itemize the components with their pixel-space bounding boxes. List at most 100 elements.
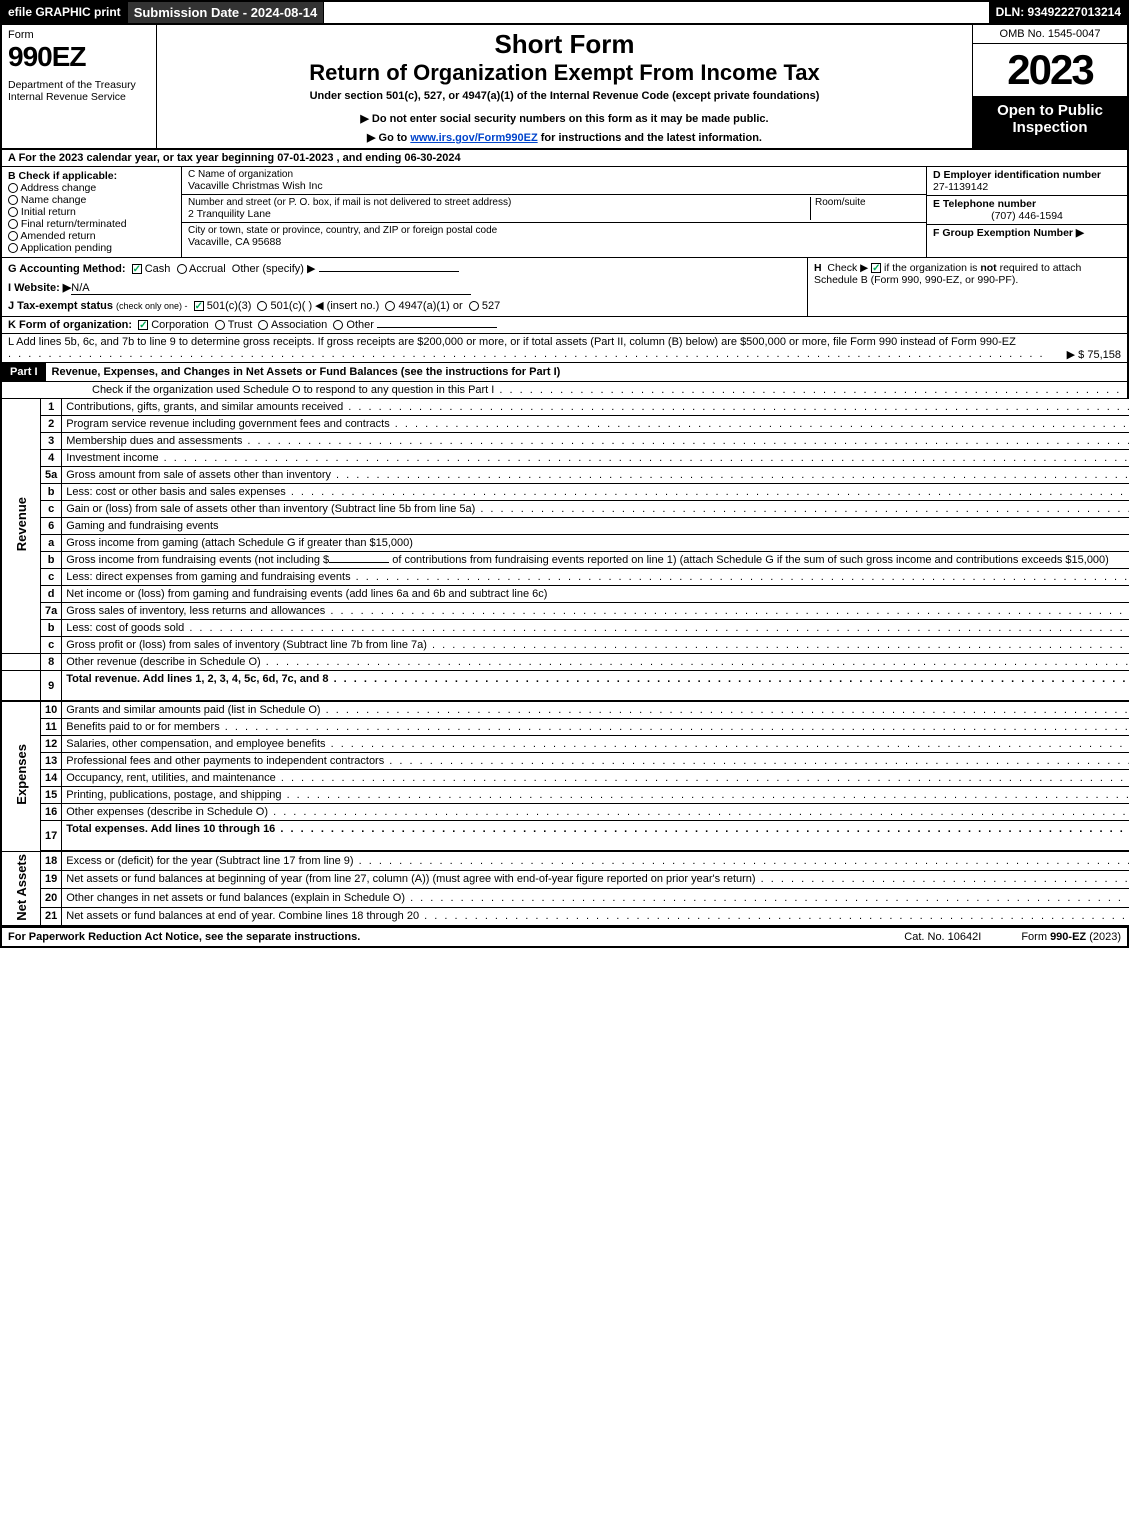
line-k: K Form of organization: Corporation Trus… xyxy=(0,317,1129,334)
chk-trust[interactable] xyxy=(215,320,225,330)
desc-6: Gaming and fundraising events xyxy=(62,518,1129,535)
short-form-title: Short Form xyxy=(163,29,966,60)
header-middle: Short Form Return of Organization Exempt… xyxy=(157,25,972,148)
desc-1: Contributions, gifts, grants, and simila… xyxy=(66,401,1129,413)
opt-corp: Corporation xyxy=(151,319,208,331)
chk-accrual[interactable] xyxy=(177,264,187,274)
chk-501c3[interactable] xyxy=(194,301,204,311)
city-value: Vacaville, CA 95688 xyxy=(188,236,920,248)
dept-label: Department of the Treasury Internal Reve… xyxy=(8,79,150,103)
opt-501c: 501(c)( ) ◀ (insert no.) xyxy=(271,300,380,312)
efile-label[interactable]: efile GRAPHIC print xyxy=(2,2,128,23)
form-header: Form 990EZ Department of the Treasury In… xyxy=(0,25,1129,150)
desc-7b: Less: cost of goods sold xyxy=(66,622,1129,634)
chk-4947[interactable] xyxy=(385,301,395,311)
opt-address: Address change xyxy=(20,182,96,194)
tax-exempt-label: J Tax-exempt status xyxy=(8,300,113,312)
desc-6a: Gross income from gaming (attach Schedul… xyxy=(62,535,1129,552)
phone-value: (707) 446-1594 xyxy=(933,210,1121,222)
desc-11: Benefits paid to or for members xyxy=(66,721,1129,733)
chk-schedule-b[interactable] xyxy=(871,263,881,273)
desc-12: Salaries, other compensation, and employ… xyxy=(66,738,1129,750)
line-l: L Add lines 5b, 6c, and 7b to line 9 to … xyxy=(0,334,1129,363)
part-1-subrow: Check if the organization used Schedule … xyxy=(0,382,1129,399)
chk-name-change[interactable]: Name change xyxy=(8,194,175,206)
revenue-side-label: Revenue xyxy=(1,399,41,654)
opt-initial: Initial return xyxy=(21,206,76,218)
website-label: I Website: ▶ xyxy=(8,282,71,294)
section-c: C Name of organization Vacaville Christm… xyxy=(182,167,927,257)
desc-14: Occupancy, rent, utilities, and maintena… xyxy=(66,772,1129,784)
desc-7c: Gross profit or (loss) from sales of inv… xyxy=(66,639,1129,651)
opt-other-specify: Other (specify) ▶ xyxy=(232,263,316,275)
accounting-method-label: G Accounting Method: xyxy=(8,263,126,275)
org-name: Vacaville Christmas Wish Inc xyxy=(188,180,920,192)
desc-16: Other expenses (describe in Schedule O) xyxy=(66,806,1129,818)
desc-7a: Gross sales of inventory, less returns a… xyxy=(66,605,1129,617)
line-l-value: ▶ $ 75,158 xyxy=(1067,348,1121,361)
desc-5b: Less: cost or other basis and sales expe… xyxy=(66,486,1129,498)
chk-address-change[interactable]: Address change xyxy=(8,182,175,194)
ein-label: D Employer identification number xyxy=(933,169,1101,181)
chk-527[interactable] xyxy=(469,301,479,311)
opt-assoc: Association xyxy=(271,319,327,331)
opt-pending: Application pending xyxy=(20,242,112,254)
other-specify-input[interactable] xyxy=(319,271,459,272)
opt-501c3: 501(c)(3) xyxy=(207,300,252,312)
page-footer: For Paperwork Reduction Act Notice, see … xyxy=(0,927,1129,948)
chk-501c[interactable] xyxy=(257,301,267,311)
tax-year: 2023 xyxy=(973,44,1127,96)
desc-10: Grants and similar amounts paid (list in… xyxy=(66,704,1129,716)
website-value: N/A xyxy=(71,282,471,295)
submission-date: Submission Date - 2024-08-14 xyxy=(128,2,325,23)
line-k-label: K Form of organization: xyxy=(8,319,132,331)
h-text-pre: H Check ▶ xyxy=(814,262,871,274)
desc-3: Membership dues and assessments xyxy=(66,435,1129,447)
ein-value: 27-1139142 xyxy=(933,181,988,193)
opt-amended: Amended return xyxy=(20,230,95,242)
opt-final: Final return/terminated xyxy=(21,218,127,230)
opt-4947: 4947(a)(1) or xyxy=(398,300,462,312)
phone-label: E Telephone number xyxy=(933,198,1036,210)
desc-21: Net assets or fund balances at end of ye… xyxy=(66,910,1129,922)
desc-13: Professional fees and other payments to … xyxy=(66,755,1129,767)
goto-post: for instructions and the latest informat… xyxy=(538,132,762,144)
room-label: Room/suite xyxy=(815,197,920,208)
dln-label: DLN: 93492227013214 xyxy=(990,2,1127,23)
chk-corporation[interactable] xyxy=(138,320,148,330)
desc-9: Total revenue. Add lines 1, 2, 3, 4, 5c,… xyxy=(66,673,1129,685)
opt-cash: Cash xyxy=(145,263,171,275)
line-l-text: L Add lines 5b, 6c, and 7b to line 9 to … xyxy=(8,336,1016,348)
chk-final-return[interactable]: Final return/terminated xyxy=(8,218,175,230)
form-number: 990EZ xyxy=(8,41,150,73)
other-org-input[interactable] xyxy=(377,327,497,328)
return-title: Return of Organization Exempt From Incom… xyxy=(163,60,966,86)
group-exemption-label: F Group Exemption Number ▶ xyxy=(933,227,1084,239)
opt-accrual: Accrual xyxy=(189,263,226,275)
section-b-header: B Check if applicable: xyxy=(8,170,175,182)
org-name-label: C Name of organization xyxy=(188,169,920,180)
opt-name: Name change xyxy=(21,194,86,206)
section-bcdef: B Check if applicable: Address change Na… xyxy=(0,167,1129,258)
chk-other-org[interactable] xyxy=(333,320,343,330)
chk-initial-return[interactable]: Initial return xyxy=(8,206,175,218)
goto-pre: ▶ Go to xyxy=(367,132,410,144)
part-1-sub: Check if the organization used Schedule … xyxy=(2,382,1129,398)
desc-17: Total expenses. Add lines 10 through 16 xyxy=(66,823,1129,835)
goto-link[interactable]: www.irs.gov/Form990EZ xyxy=(410,132,537,144)
chk-cash[interactable] xyxy=(132,264,142,274)
line-a-text: A For the 2023 calendar year, or tax yea… xyxy=(8,152,461,164)
desc-6c: Less: direct expenses from gaming and fu… xyxy=(66,571,1129,583)
goto-text: ▶ Go to www.irs.gov/Form990EZ for instru… xyxy=(163,131,966,144)
chk-amended-return[interactable]: Amended return xyxy=(8,230,175,242)
chk-association[interactable] xyxy=(258,320,268,330)
section-b: B Check if applicable: Address change Na… xyxy=(2,167,182,257)
netassets-side-label: Net Assets xyxy=(1,851,41,926)
tax-exempt-note: (check only one) - xyxy=(116,301,188,311)
chk-application-pending[interactable]: Application pending xyxy=(8,242,175,254)
street-value: 2 Tranquility Lane xyxy=(188,208,810,220)
open-public-badge: Open to Public Inspection xyxy=(973,96,1127,148)
footer-right: Form 990-EZ (2023) xyxy=(1021,931,1121,943)
section-ghij: G Accounting Method: Cash Accrual Other … xyxy=(0,258,1129,317)
desc-2: Program service revenue including govern… xyxy=(66,418,1129,430)
